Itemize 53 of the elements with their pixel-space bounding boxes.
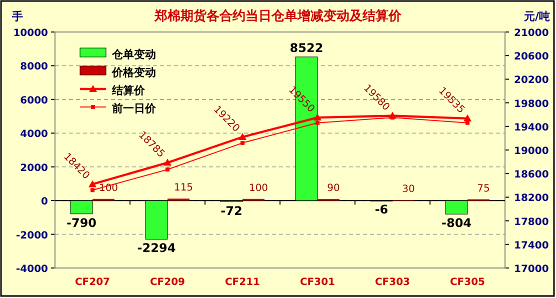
x-tick-label: CF305 — [450, 277, 486, 288]
legend-label: 结算价 — [111, 84, 146, 97]
data-label: 8522 — [290, 40, 324, 55]
y-tick-label: 8000 — [20, 62, 48, 73]
legend-label: 价格变动 — [111, 66, 156, 79]
y2-tick-label: 18600 — [514, 170, 549, 181]
y2-tick-label: 17400 — [514, 240, 549, 252]
x-tick-label: CF301 — [300, 277, 336, 288]
y-tick-label: 4000 — [20, 129, 48, 140]
y2-tick-label: 19800 — [514, 98, 549, 110]
data-label: -804 — [441, 216, 472, 230]
y-tick-label: -4000 — [16, 264, 48, 275]
data-label: 30 — [402, 184, 415, 196]
y2-tick-label: 20600 — [514, 52, 549, 63]
data-label: -2294 — [137, 241, 176, 256]
x-tick-label: CF207 — [74, 277, 110, 288]
point — [90, 188, 94, 192]
y-tick-label: 10000 — [13, 28, 48, 39]
y2-tick-label: 18200 — [514, 193, 549, 204]
legend-label: 前一日价 — [111, 102, 157, 115]
x-tick-label: CF303 — [374, 277, 410, 288]
point — [238, 133, 246, 140]
y2-tick-label: 19400 — [514, 122, 549, 134]
y2-tick-label: 17000 — [514, 264, 549, 275]
data-label: 100 — [248, 182, 268, 194]
y2-axis-title: 元/吨 — [522, 10, 550, 23]
data-label: 90 — [327, 183, 340, 194]
x-tick-label: CF211 — [224, 277, 260, 288]
point — [466, 120, 470, 125]
y2-tick-label: 21000 — [514, 28, 549, 39]
data-label: -6 — [374, 202, 388, 217]
y-tick-label: 0 — [41, 196, 48, 208]
y2-tick-label: 20200 — [514, 75, 549, 86]
data-label: 75 — [477, 183, 490, 194]
data-label: -72 — [220, 204, 242, 218]
point — [464, 114, 472, 122]
point — [166, 167, 170, 172]
y-tick-label: -2000 — [16, 230, 48, 242]
data-label: -790 — [66, 216, 97, 230]
legend-label: 仓单变动 — [111, 48, 156, 61]
y2-tick-label: 19000 — [514, 146, 549, 157]
y-tick-label: 2000 — [20, 162, 48, 174]
y-tick-label: 6000 — [20, 95, 48, 106]
title: 郑棉期货各合约当日仓单增减变动及结算价 — [154, 9, 402, 24]
x-tick-label: CF209 — [150, 277, 186, 288]
point — [240, 140, 244, 145]
y2-tick-label: 17800 — [514, 216, 549, 228]
y-axis-title: 手 — [11, 10, 23, 23]
point — [316, 120, 320, 125]
point — [164, 158, 172, 166]
point — [88, 180, 96, 188]
point — [314, 114, 322, 121]
data-label: 115 — [174, 182, 194, 194]
